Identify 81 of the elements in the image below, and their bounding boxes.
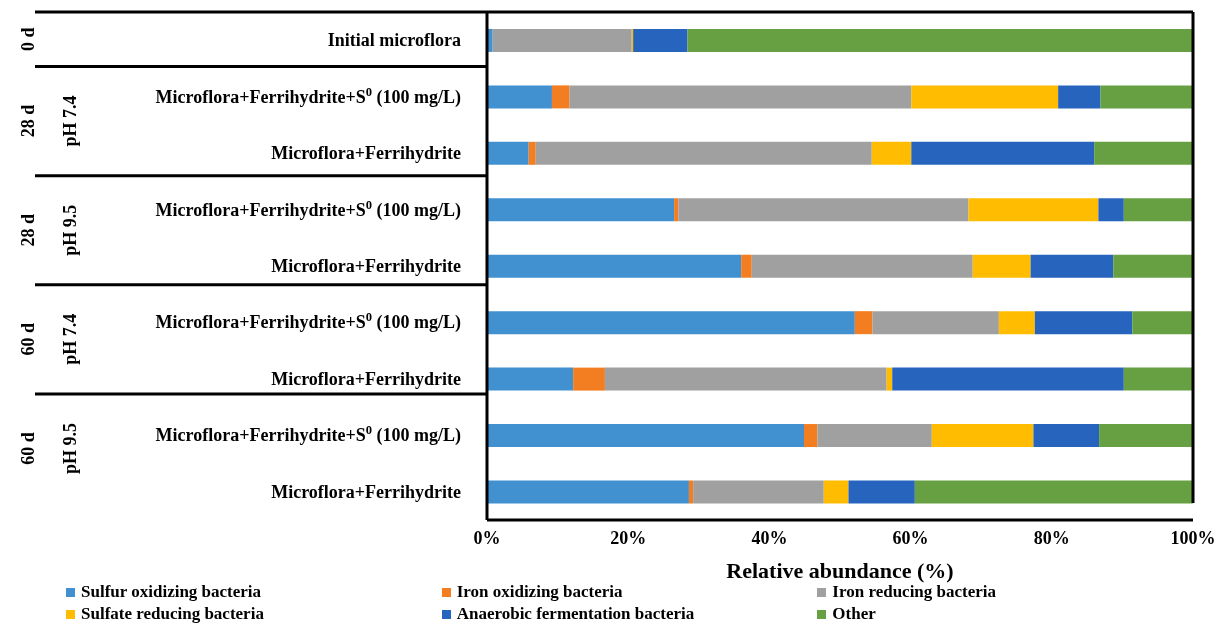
x-tick-label: 20% bbox=[610, 528, 647, 548]
y-tick-label: Initial microflora bbox=[327, 30, 461, 51]
bar bbox=[1132, 311, 1193, 335]
bar bbox=[998, 311, 1035, 335]
bar bbox=[1099, 424, 1193, 448]
bar bbox=[551, 85, 570, 109]
legend-label: Iron reducing bacteria bbox=[832, 582, 997, 602]
bar bbox=[871, 141, 912, 165]
bar bbox=[487, 85, 552, 109]
text: pH 9.5 bbox=[60, 422, 80, 474]
bar bbox=[823, 480, 849, 504]
bar bbox=[741, 254, 752, 278]
bar bbox=[872, 311, 999, 335]
bar bbox=[688, 480, 694, 504]
bar bbox=[487, 198, 675, 222]
legend-label: Iron oxidizing bacteria bbox=[456, 582, 623, 602]
bar bbox=[968, 198, 1099, 222]
bar bbox=[1033, 424, 1100, 448]
bar bbox=[1123, 367, 1193, 391]
text: 60 d bbox=[18, 432, 38, 465]
x-tick-label: 40% bbox=[751, 528, 788, 548]
bar bbox=[569, 85, 912, 109]
bar bbox=[573, 367, 605, 391]
bar bbox=[487, 424, 804, 448]
bar bbox=[1034, 311, 1133, 335]
y-tick-label: Microflora+Ferrihydrite bbox=[271, 368, 462, 389]
bar bbox=[687, 28, 1193, 52]
bar bbox=[892, 367, 1124, 391]
bar bbox=[1058, 85, 1101, 109]
y-tick-label: Microflora+Ferrihydrite+S$^{0}$ (100 mg/L) bbox=[155, 197, 461, 221]
bar bbox=[492, 28, 632, 52]
bar bbox=[1030, 254, 1114, 278]
x-tick-label: 0% bbox=[473, 528, 501, 548]
bar bbox=[535, 141, 872, 165]
x-axis-title: Relative abundance (%) bbox=[726, 558, 954, 583]
bar bbox=[693, 480, 824, 504]
text: pH 7.4 bbox=[60, 95, 80, 147]
bar bbox=[487, 141, 529, 165]
bar bbox=[914, 480, 1193, 504]
y-tick-label: Microflora+Ferrihydrite+S$^{0}$ (100 mg/L) bbox=[155, 84, 461, 108]
y-tick-label: Microflora+Ferrihydrite bbox=[271, 143, 462, 164]
text: 60 d bbox=[18, 323, 38, 356]
bar bbox=[633, 28, 688, 52]
bar bbox=[1123, 198, 1193, 222]
x-tick-label: 60% bbox=[892, 528, 929, 548]
y-tick-label: Microflora+Ferrihydrite bbox=[271, 481, 462, 502]
bar bbox=[1113, 254, 1193, 278]
bar bbox=[487, 480, 689, 504]
bar bbox=[674, 198, 679, 222]
x-tick-label: 80% bbox=[1033, 528, 1070, 548]
legend-label: Sulfate reducing bacteria bbox=[81, 604, 264, 624]
bar bbox=[528, 141, 536, 165]
bar bbox=[931, 424, 1034, 448]
x-tick-label: 100% bbox=[1170, 528, 1216, 548]
text: 28 d bbox=[18, 213, 38, 247]
legend-label: Anaerobic fermentation bacteria bbox=[456, 604, 695, 624]
bar bbox=[1098, 198, 1124, 222]
legend-label: Sulfur oxidizing bacteria bbox=[81, 582, 262, 602]
bar bbox=[854, 311, 873, 335]
text: pH 7.4 bbox=[60, 313, 80, 365]
bar bbox=[911, 85, 1059, 109]
bar bbox=[972, 254, 1031, 278]
text: pH 9.5 bbox=[60, 204, 80, 256]
bar bbox=[803, 424, 818, 448]
y-tick-label: Microflora+Ferrihydrite+S$^{0}$ (100 mg/L) bbox=[155, 310, 461, 334]
bar bbox=[487, 311, 855, 335]
text: 28 d bbox=[18, 104, 38, 138]
bar bbox=[751, 254, 973, 278]
bar bbox=[678, 198, 969, 222]
bar bbox=[817, 424, 932, 448]
legend-label: Other bbox=[832, 604, 876, 624]
bar bbox=[487, 254, 742, 278]
text: 0 d bbox=[18, 27, 38, 52]
bar bbox=[604, 367, 887, 391]
bar bbox=[848, 480, 915, 504]
bar bbox=[911, 141, 1095, 165]
y-tick-label: Microflora+Ferrihydrite bbox=[271, 256, 462, 276]
bar bbox=[1094, 141, 1193, 165]
bar bbox=[487, 367, 574, 391]
y-tick-label: Microflora+Ferrihydrite+S$^{0}$ (100 mg/L) bbox=[155, 423, 461, 447]
bar bbox=[1100, 85, 1193, 109]
